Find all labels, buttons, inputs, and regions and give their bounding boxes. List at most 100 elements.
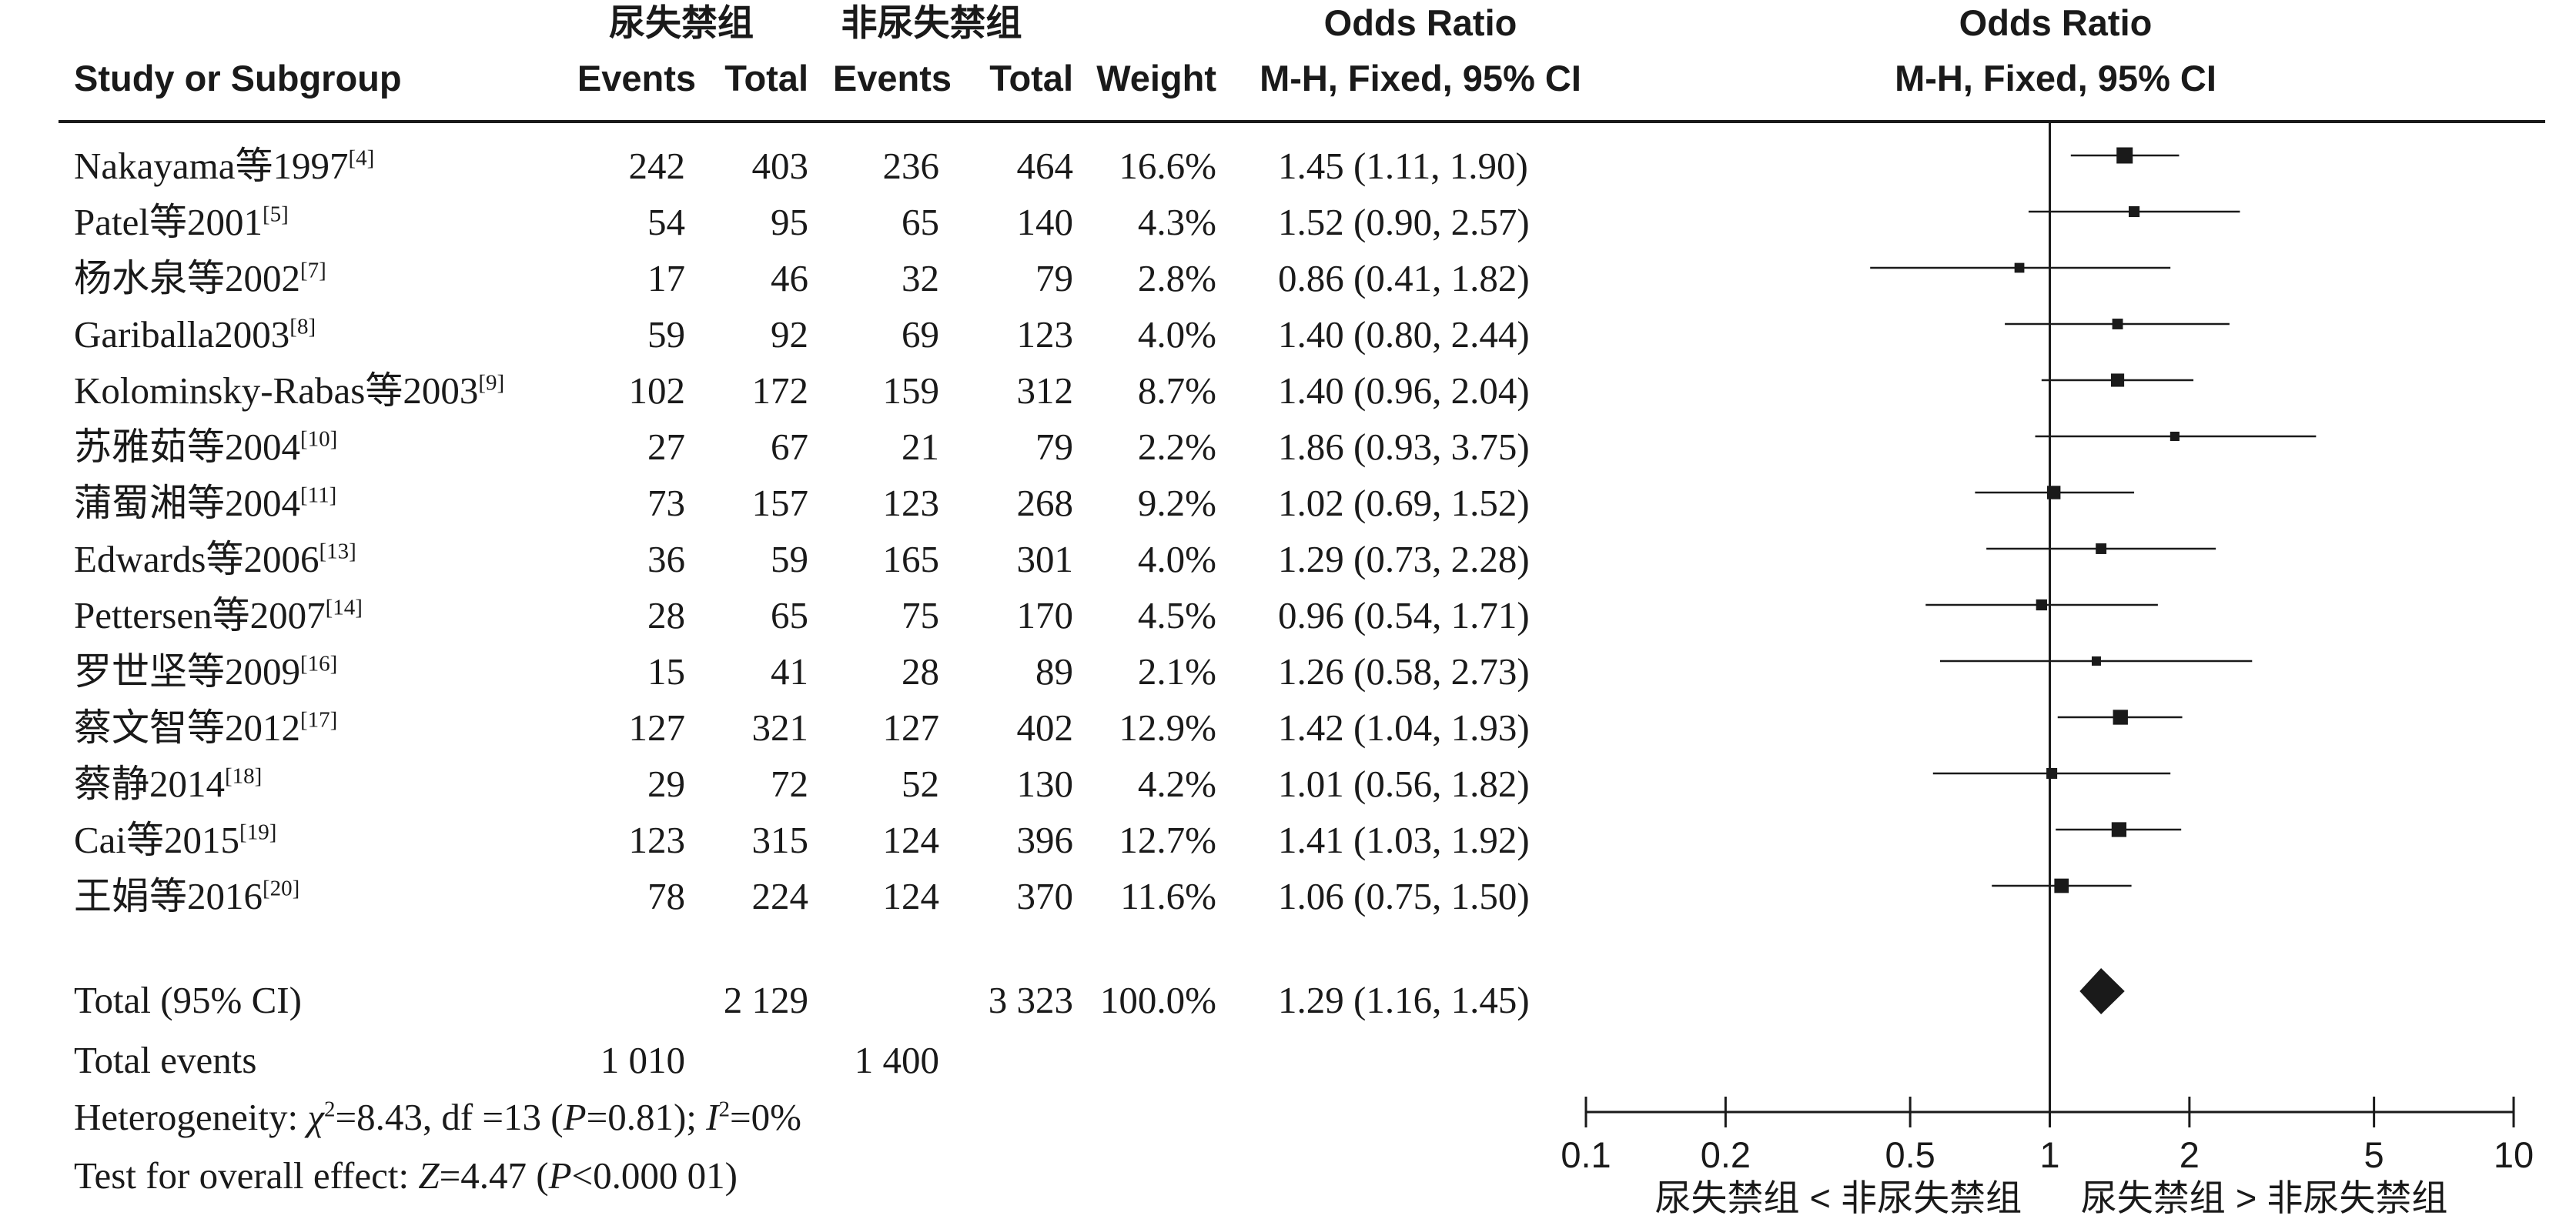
ci-cell: 1.42 (1.04, 1.93) xyxy=(1278,706,1530,749)
study-name-text: 蔡静2014 xyxy=(74,763,226,805)
total1-cell: 46 xyxy=(771,257,808,299)
total1-cell: 321 xyxy=(751,706,809,749)
study-name-text: 王娟等2016 xyxy=(74,875,263,917)
total2-cell: 396 xyxy=(1016,819,1074,861)
x-axis-tick-label: 0.2 xyxy=(1701,1134,1751,1175)
ci-cell: 1.52 (0.90, 2.57) xyxy=(1278,201,1530,243)
events2-cell: 123 xyxy=(882,482,940,524)
total-events-label: Total events xyxy=(74,1039,257,1081)
events1-cell: 242 xyxy=(628,145,686,187)
study-reference: [10] xyxy=(300,426,338,452)
study-point-estimate xyxy=(2110,373,2125,387)
ci-cell: 0.96 (0.54, 1.71) xyxy=(1278,594,1530,636)
events1-cell: 73 xyxy=(647,482,685,524)
total-events1-value: 1 010 xyxy=(600,1039,685,1081)
total1-cell: 315 xyxy=(751,819,809,861)
study-reference: [9] xyxy=(478,370,505,396)
ci-cell: 1.02 (0.69, 1.52) xyxy=(1278,482,1530,524)
study-name: Cai等2015[19] xyxy=(74,817,276,863)
study-point-estimate xyxy=(2046,767,2058,780)
method-plot-header: M-H, Fixed, 95% CI xyxy=(1895,58,2216,99)
study-reference: [4] xyxy=(348,145,375,171)
total1-cell: 403 xyxy=(751,145,809,187)
ci-cell: 1.45 (1.11, 1.90) xyxy=(1278,145,1528,187)
study-name: Patel等2001[5] xyxy=(74,199,289,245)
events2-cell: 236 xyxy=(882,145,940,187)
weight-cell: 9.2% xyxy=(1137,482,1216,524)
total2-cell: 170 xyxy=(1016,594,1074,636)
total1-cell: 92 xyxy=(771,313,808,356)
total-events2-value: 1 400 xyxy=(854,1039,939,1081)
odds-ratio-table-header: Odds Ratio xyxy=(1323,2,1517,43)
study-name: Pettersen等2007[14] xyxy=(74,593,363,639)
events2-cell: 28 xyxy=(902,650,939,693)
study-name: Nakayama等1997[4] xyxy=(74,143,374,189)
events2-cell: 21 xyxy=(902,426,939,468)
total2-cell: 79 xyxy=(1035,257,1073,299)
study-point-estimate xyxy=(2170,431,2180,442)
events2-cell: 159 xyxy=(882,369,940,412)
weight-cell: 2.8% xyxy=(1137,257,1216,299)
study-name: 苏雅茹等2004[10] xyxy=(74,424,337,470)
events2-cell: 75 xyxy=(902,594,939,636)
events2-cell: 165 xyxy=(882,538,940,580)
study-reference: [7] xyxy=(300,258,326,283)
study-name: 杨水泉等2002[7] xyxy=(74,255,326,302)
study-name-text: Pettersen等2007 xyxy=(74,594,326,636)
study-point-estimate xyxy=(2096,543,2107,554)
study-point-estimate xyxy=(2091,656,2101,666)
events1-cell: 36 xyxy=(647,538,685,580)
study-name-text: Patel等2001 xyxy=(74,201,263,243)
x-axis-tick-label: 5 xyxy=(2364,1134,2384,1175)
x-axis-tick-label: 10 xyxy=(2494,1134,2534,1175)
total2-cell: 79 xyxy=(1035,426,1073,468)
events1-cell: 102 xyxy=(628,369,686,412)
header-rule xyxy=(59,120,2545,123)
events2-cell: 65 xyxy=(902,201,939,243)
ci-cell: 1.86 (0.93, 3.75) xyxy=(1278,426,1530,468)
events1-cell: 15 xyxy=(647,650,685,693)
events2-cell: 124 xyxy=(882,875,940,917)
study-point-estimate xyxy=(2014,262,2025,273)
ci-cell: 1.29 (0.73, 2.28) xyxy=(1278,538,1530,580)
study-reference: [18] xyxy=(225,763,263,789)
events2-column-header: Events xyxy=(832,58,952,99)
weight-cell: 4.0% xyxy=(1137,313,1216,356)
study-point-estimate xyxy=(2046,486,2061,499)
heterogeneity-text: Heterogeneity: χ2=8.43, df =13 (P=0.81);… xyxy=(74,1096,801,1138)
weight-cell: 4.5% xyxy=(1137,594,1216,636)
weight-cell: 16.6% xyxy=(1119,145,1216,187)
study-reference: [11] xyxy=(300,483,337,508)
favours-left-label: 尿失禁组 < 非尿失禁组 xyxy=(1655,1177,2022,1218)
total1-cell: 72 xyxy=(771,763,808,805)
study-name-text: Gariballa2003 xyxy=(74,313,290,356)
x-axis-tick-label: 0.1 xyxy=(1561,1134,1611,1175)
events1-cell: 54 xyxy=(647,201,685,243)
study-name: 罗世坚等2009[16] xyxy=(74,649,337,695)
study-name-text: 蔡文智等2012 xyxy=(74,706,301,749)
study-name-text: 蒲蜀湘等2004 xyxy=(74,482,301,524)
study-point-estimate xyxy=(2036,599,2047,611)
group1-header: 尿失禁组 xyxy=(609,2,754,43)
odds-ratio-plot-header: Odds Ratio xyxy=(1959,2,2153,43)
total1-cell: 172 xyxy=(751,369,809,412)
events1-cell: 78 xyxy=(647,875,685,917)
study-point-estimate xyxy=(2113,710,2128,725)
weight-cell: 12.7% xyxy=(1119,819,1216,861)
total1-cell: 67 xyxy=(771,426,808,468)
study-reference: [17] xyxy=(300,707,338,733)
events1-column-header: Events xyxy=(577,58,696,99)
total2-value: 3 323 xyxy=(988,979,1073,1021)
study-point-estimate xyxy=(2116,147,2133,164)
favours-right-label: 尿失禁组 > 非尿失禁组 xyxy=(2081,1177,2448,1218)
study-name-text: Kolominsky-Rabas等2003 xyxy=(74,369,479,412)
events2-cell: 52 xyxy=(902,763,939,805)
events1-cell: 17 xyxy=(647,257,685,299)
study-name: Kolominsky-Rabas等2003[9] xyxy=(74,368,504,414)
group2-header: 非尿失禁组 xyxy=(841,2,1022,43)
events1-cell: 28 xyxy=(647,594,685,636)
study-column-header: Study or Subgroup xyxy=(74,58,402,99)
study-name: 王娟等2016[20] xyxy=(74,873,299,920)
events2-cell: 124 xyxy=(882,819,940,861)
total-ci: 1.29 (1.16, 1.45) xyxy=(1278,979,1530,1021)
